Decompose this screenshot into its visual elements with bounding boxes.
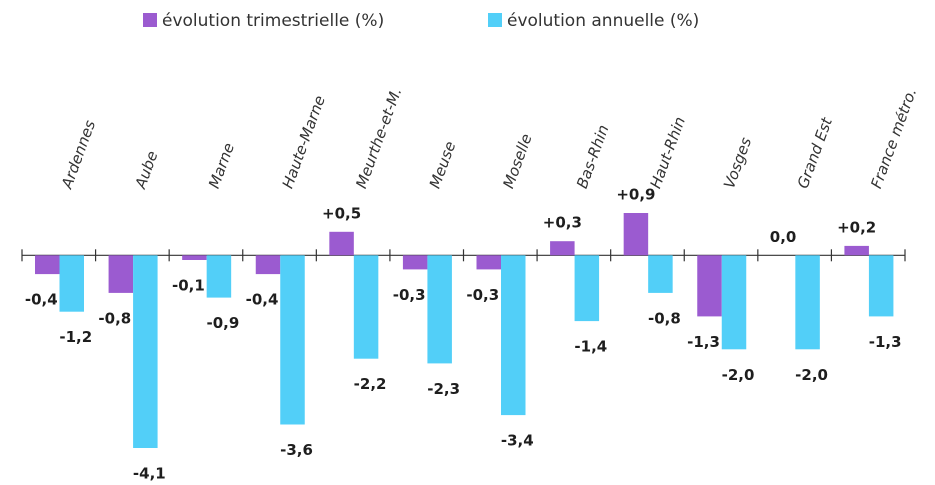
value-label: -3,4 <box>501 432 534 450</box>
value-label: -0,3 <box>466 286 499 304</box>
value-label: -0,4 <box>25 291 58 309</box>
value-label: -0,8 <box>648 309 681 327</box>
category-label: Meuse <box>426 139 460 191</box>
bar <box>550 241 575 256</box>
bar <box>795 255 820 350</box>
value-label: -0,9 <box>207 314 240 332</box>
value-label: -2,2 <box>354 375 387 393</box>
category-label: Vosges <box>720 135 755 191</box>
value-label: -1,3 <box>687 333 720 351</box>
bar <box>402 255 428 270</box>
bar <box>427 255 452 364</box>
bar <box>35 255 60 275</box>
bar <box>206 255 232 298</box>
value-label: +0,2 <box>837 218 876 236</box>
category-label: Meurthe-et-M. <box>352 85 405 191</box>
bar <box>844 245 869 256</box>
category-label: Grand Est <box>794 114 837 191</box>
legend-label: évolution trimestrielle (%) <box>162 11 384 31</box>
legend-swatch <box>488 13 502 27</box>
value-label: -4,1 <box>133 465 166 483</box>
value-label: 0,0 <box>770 228 797 246</box>
bar <box>721 255 747 350</box>
value-label: -2,0 <box>795 366 828 384</box>
value-label: -2,3 <box>427 380 460 398</box>
value-label: +0,9 <box>616 186 655 204</box>
bar <box>255 255 281 275</box>
bar <box>868 255 894 317</box>
value-label: -1,3 <box>869 333 902 351</box>
value-label: -0,1 <box>172 277 205 295</box>
category-label: Aube <box>131 149 161 192</box>
category-label: Haut-Rhin <box>647 114 690 191</box>
bar <box>108 255 134 293</box>
value-label: -0,8 <box>98 309 131 327</box>
bar <box>59 255 84 312</box>
value-label: +0,5 <box>322 204 361 222</box>
value-label: -0,3 <box>393 286 426 304</box>
value-label: -0,4 <box>246 291 279 309</box>
value-label: -3,6 <box>280 441 313 459</box>
bar <box>623 213 649 256</box>
bar <box>280 255 305 425</box>
category-label: Moselle <box>499 131 535 190</box>
bar <box>574 255 600 322</box>
bar <box>133 255 158 448</box>
category-label: Haute-Marne <box>279 93 329 191</box>
bar <box>353 255 379 359</box>
legend-label: évolution annuelle (%) <box>507 11 699 31</box>
category-label: France métro. <box>867 86 920 191</box>
category-label: Bas-Rhin <box>573 122 613 190</box>
bar <box>329 231 354 256</box>
value-label: +0,3 <box>543 214 582 232</box>
bar <box>648 255 673 293</box>
bar <box>501 255 526 416</box>
value-label: -1,2 <box>59 328 92 346</box>
category-label: Ardennes <box>58 118 100 192</box>
bar <box>476 255 501 270</box>
category-label: Marne <box>205 141 238 191</box>
bar <box>182 255 207 260</box>
legend-swatch <box>143 13 157 27</box>
bar <box>697 255 722 317</box>
value-label: -2,0 <box>722 366 755 384</box>
value-label: -1,4 <box>574 338 607 356</box>
